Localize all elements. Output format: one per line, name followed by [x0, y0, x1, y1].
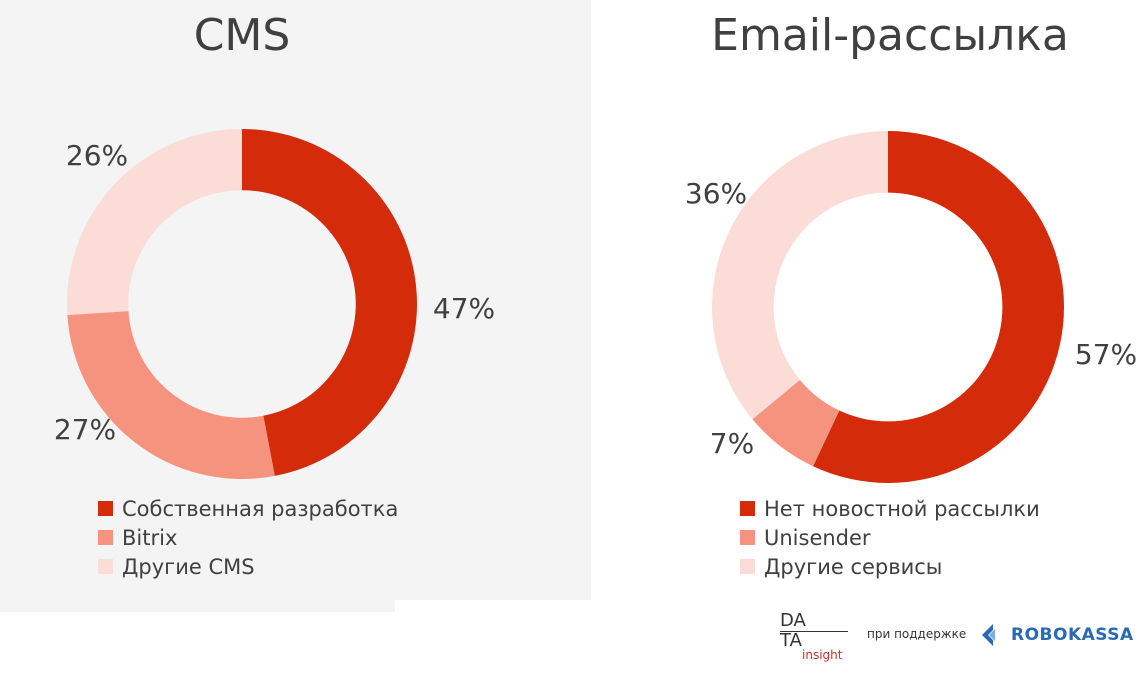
data-logo-bottom: TA [780, 630, 802, 651]
cms-slice-0 [242, 129, 417, 476]
data-logo-top: DA [780, 610, 806, 631]
data-insight-logo: DA TA insight [780, 610, 850, 666]
legend-label: Unisender [764, 525, 871, 550]
legend-swatch [98, 530, 113, 545]
email-slice-1 [752, 379, 840, 467]
legend-swatch [98, 501, 113, 516]
cms-slice-2 [66, 129, 242, 315]
legend-item-own-development: Собственная разработка [98, 494, 398, 523]
footer-logos: DA TA insight при поддержке ROBOKASSA [780, 610, 1140, 666]
robokassa-mark-icon [982, 624, 995, 646]
email-data-label-0: 57% [1075, 338, 1137, 371]
email-slice-0 [813, 131, 1065, 484]
email-chart-title: Email-рассылка [711, 10, 1069, 61]
legend-label: Bitrix [122, 525, 178, 550]
legend-item-bitrix: Bitrix [98, 523, 398, 552]
email-data-label-2: 36% [685, 177, 747, 210]
legend-swatch [740, 530, 755, 545]
legend-swatch [740, 559, 755, 574]
legend-label: Другие CMS [122, 554, 255, 579]
cms-slice-1 [67, 311, 275, 479]
support-text: при поддержке [867, 627, 967, 641]
robokassa-wordmark: ROBOKASSA [1011, 625, 1134, 645]
cms-data-label-0: 47% [433, 292, 495, 325]
cms-chart-title: CMS [193, 10, 291, 61]
cms-data-label-1: 27% [54, 413, 116, 446]
legend-item-other-services: Другие сервисы [740, 552, 1040, 581]
cms-legend: Собственная разработка Bitrix Другие CMS [98, 494, 398, 581]
legend-label: Другие сервисы [764, 554, 943, 579]
email-slice-2 [712, 131, 888, 420]
legend-item-no-newsletter: Нет новостной рассылки [740, 494, 1040, 523]
data-logo-sub: insight [802, 648, 843, 662]
legend-item-unisender: Unisender [740, 523, 1040, 552]
email-data-label-1: 7% [710, 427, 754, 460]
data-logo-divider [780, 631, 848, 632]
legend-label: Собственная разработка [122, 496, 399, 521]
cms-data-label-2: 26% [66, 139, 128, 172]
robokassa-logo: ROBOKASSA [980, 622, 1140, 652]
email-legend: Нет новостной рассылки Unisender Другие … [740, 494, 1040, 581]
legend-swatch [98, 559, 113, 574]
legend-item-other-cms: Другие CMS [98, 552, 398, 581]
legend-swatch [740, 501, 755, 516]
legend-label: Нет новостной рассылки [764, 496, 1040, 521]
panel-cutout [395, 600, 591, 612]
